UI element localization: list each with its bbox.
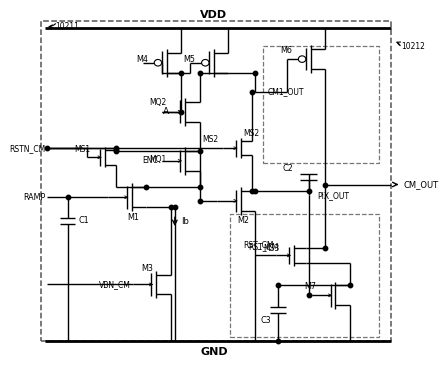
Text: RST_CM: RST_CM — [244, 240, 274, 249]
Text: M4: M4 — [136, 55, 148, 63]
Text: A: A — [163, 107, 169, 116]
Text: MQ2: MQ2 — [150, 98, 167, 107]
Text: MQ1: MQ1 — [150, 155, 167, 163]
Text: C3: C3 — [260, 316, 271, 325]
Circle shape — [298, 56, 306, 62]
Text: 10212: 10212 — [401, 42, 425, 51]
Text: CM_OUT: CM_OUT — [404, 180, 439, 189]
Text: GND: GND — [200, 347, 228, 358]
Circle shape — [154, 59, 162, 66]
Text: MS3: MS3 — [263, 244, 280, 253]
Text: M2: M2 — [237, 216, 249, 225]
Text: M6: M6 — [280, 45, 292, 55]
Text: CM1_OUT: CM1_OUT — [267, 87, 304, 96]
Text: MS2: MS2 — [202, 135, 218, 144]
Bar — [263, 46, 379, 163]
Text: C1: C1 — [78, 216, 89, 225]
Text: MS2: MS2 — [243, 129, 259, 138]
Text: RAMP: RAMP — [23, 193, 45, 202]
Text: ENC: ENC — [142, 156, 158, 165]
Bar — [41, 21, 391, 341]
Text: 10211: 10211 — [56, 22, 79, 31]
Bar — [230, 214, 379, 337]
Text: PIX_OUT: PIX_OUT — [317, 191, 349, 200]
Text: M7: M7 — [305, 282, 317, 291]
Text: VBN_CM: VBN_CM — [99, 280, 131, 289]
Text: VDD: VDD — [200, 10, 227, 21]
Text: M3: M3 — [141, 263, 153, 273]
Text: MS1: MS1 — [74, 145, 90, 155]
Text: M1: M1 — [128, 213, 139, 222]
Circle shape — [202, 59, 209, 66]
Text: C2: C2 — [283, 163, 293, 173]
Text: RSTN_CM: RSTN_CM — [9, 144, 45, 153]
Text: RST_CM: RST_CM — [248, 242, 279, 251]
Text: Ib: Ib — [181, 217, 189, 226]
Text: M5: M5 — [183, 55, 195, 63]
